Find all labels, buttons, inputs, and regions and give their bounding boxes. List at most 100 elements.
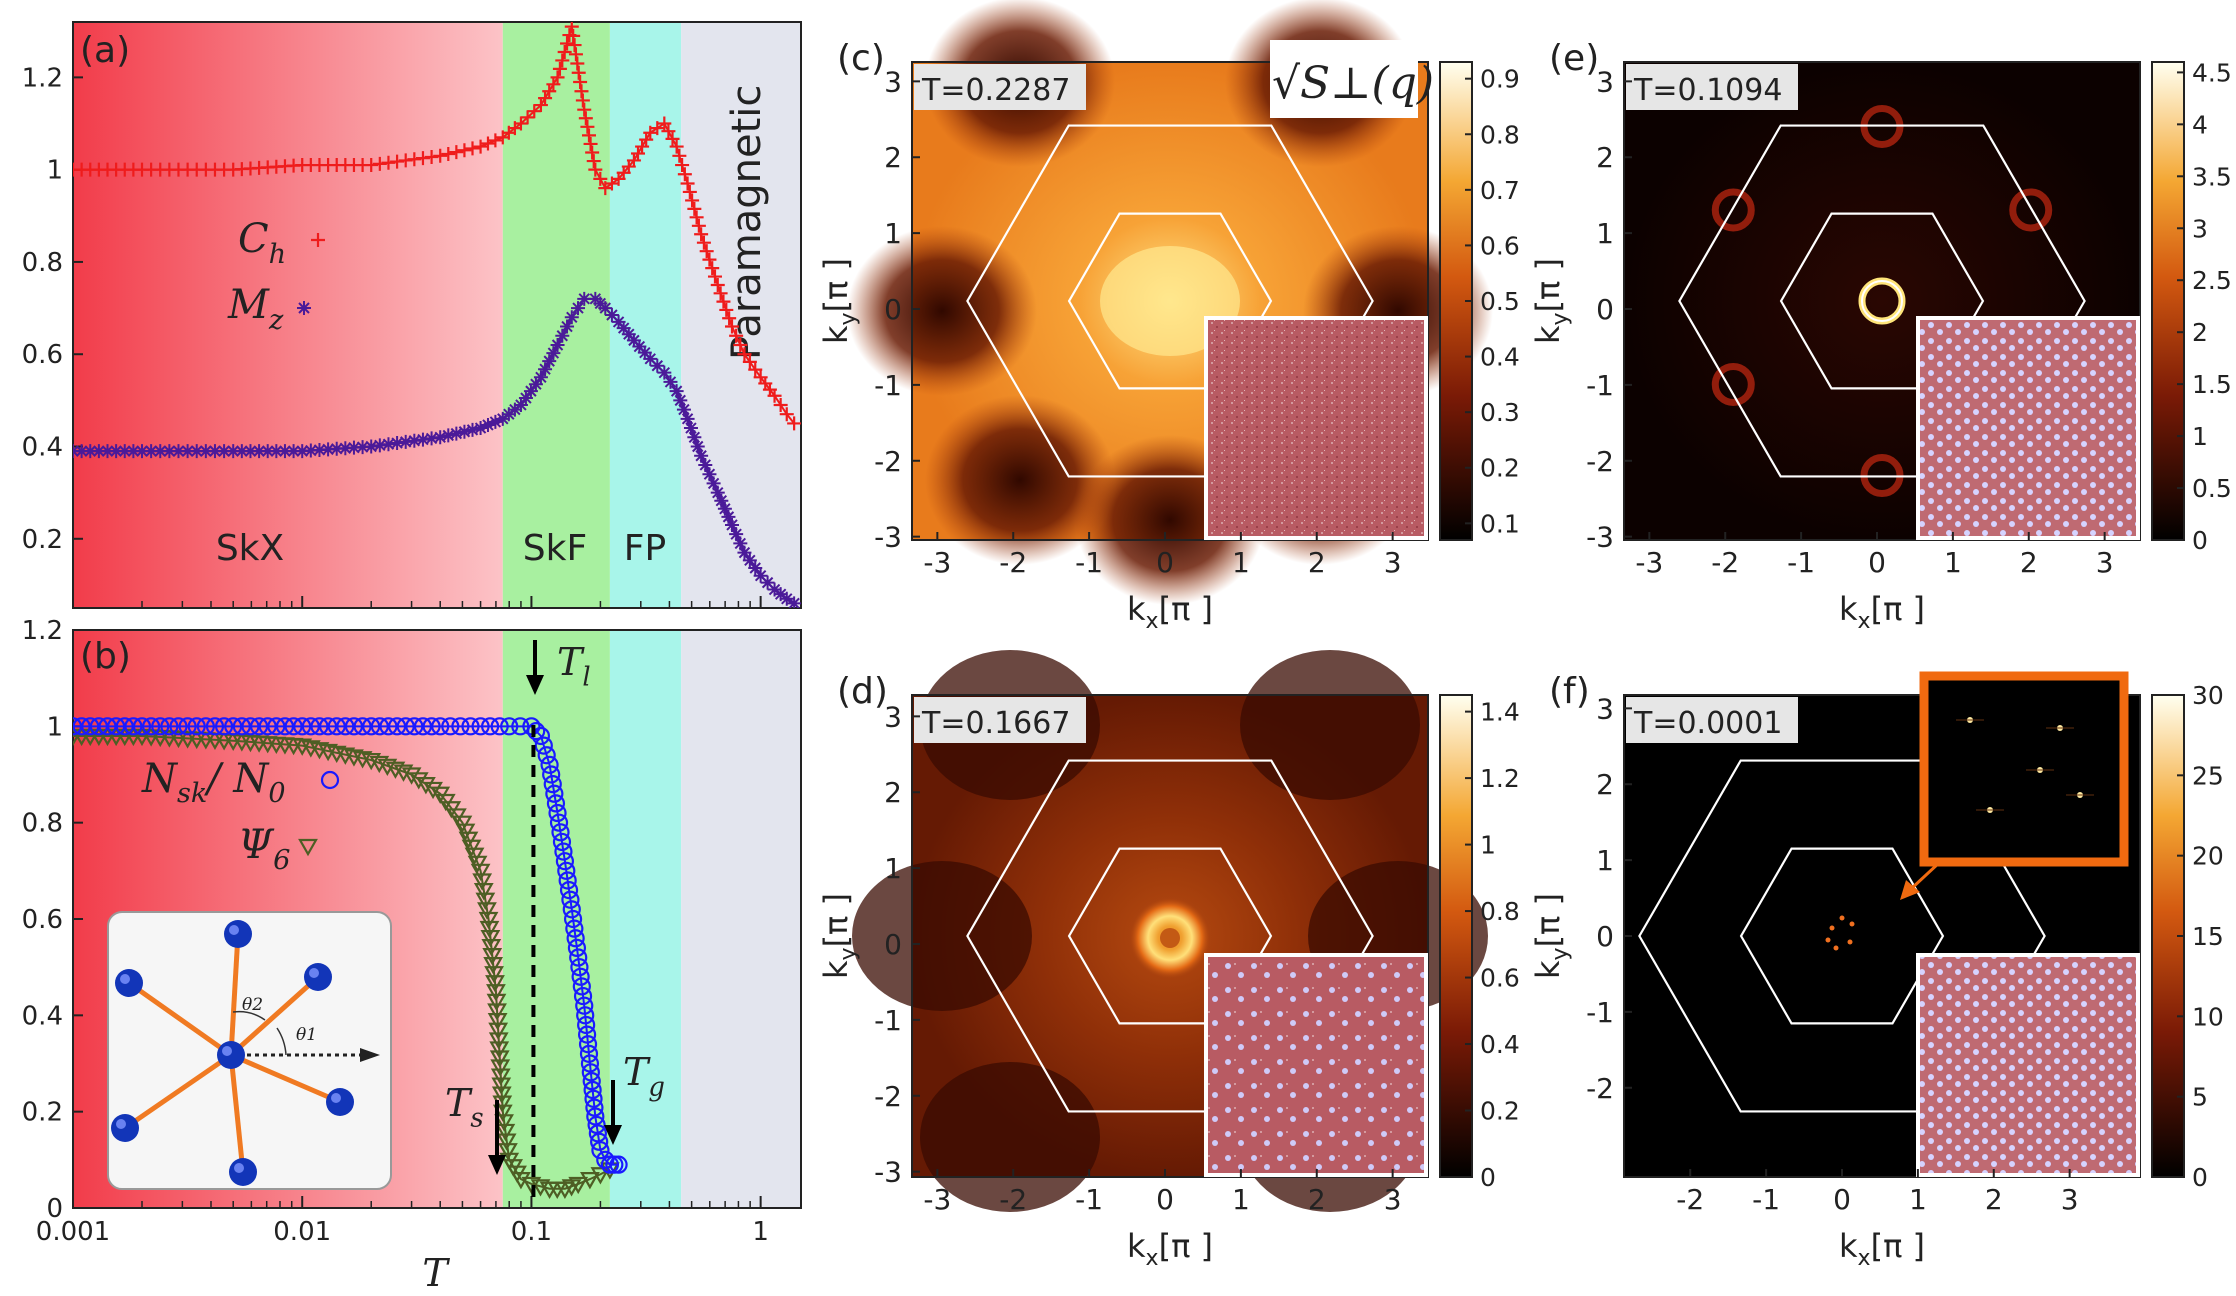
c-xtick-label: 3: [1384, 546, 1402, 579]
a-point-M_z: [721, 509, 736, 524]
tg-arrow-head: [604, 1125, 622, 1145]
b-point-N_sk/N_0: [178, 717, 197, 736]
c-ytick-label: -2: [874, 445, 902, 478]
f-bragg-peak: [1833, 945, 1839, 951]
e-xtick-label: -1: [1787, 546, 1815, 579]
a-point-M_z: [643, 351, 658, 366]
inset-atom: [224, 920, 252, 948]
b-point-N_sk/N_0: [578, 1035, 598, 1054]
c-xtick-label: -1: [1075, 546, 1103, 579]
c-xtick-label: 0: [1156, 546, 1174, 579]
b-point-Psi_6: [568, 1176, 589, 1195]
a-point-C_h: [710, 278, 725, 293]
legend-ch-label: Ch: [238, 216, 286, 270]
d-colorbar: [1439, 694, 1473, 1178]
e-panel-letter: (e): [1549, 38, 1599, 79]
b-point-N_sk/N_0: [258, 717, 277, 736]
b-point-N_sk/N_0: [569, 948, 588, 967]
a-point-C_h: [583, 136, 598, 151]
a-point-C_h: [364, 158, 379, 173]
a-point-C_h: [737, 347, 752, 362]
inset-atom: [217, 1041, 245, 1069]
c-T-label: T=0.2287: [921, 73, 1070, 108]
e-ytick-label: -1: [1586, 369, 1614, 402]
a-point-M_z: [286, 444, 301, 459]
c-cb-label: 0.4: [1480, 343, 1520, 372]
b-point-Psi_6: [477, 902, 497, 920]
b-point-N_sk/N_0: [73, 717, 83, 736]
a-point-C_h: [550, 70, 565, 85]
tl-annotation: Tl: [557, 640, 591, 693]
b-point-Psi_6: [408, 772, 429, 790]
b-point-N_sk/N_0: [586, 1107, 605, 1126]
heatmap-panel-c: T=0.2287 -3 -2 -1 0 1 2 3 -3 -2 -1 0 1 2 3 kx[π ] ky[π ]…: [817, 0, 1520, 634]
inset-theta2-arc: [232, 1010, 266, 1021]
e-cb-label: 0.5: [2192, 474, 2232, 503]
b-point-Psi_6: [490, 1059, 511, 1077]
f-inner-hexagon: [1739, 847, 1945, 1025]
a-point-M_z: [523, 384, 538, 399]
inset-atom: [326, 1088, 354, 1116]
a-point-C_h: [725, 319, 739, 334]
e-xtick-label: 3: [2096, 546, 2114, 579]
b-point-Psi_6: [483, 957, 504, 975]
b-point-N_sk/N_0: [396, 717, 415, 736]
b-point-N_sk/N_0: [577, 1025, 597, 1044]
d-dark-lobe: [1240, 650, 1420, 800]
a-point-C_h: [571, 65, 586, 80]
f-cb-label: 25: [2192, 761, 2224, 790]
b-point-N_sk/N_0: [555, 852, 575, 871]
a-point-M_z: [673, 393, 688, 408]
b-point-Psi_6: [491, 1086, 512, 1104]
a-point-C_h: [457, 143, 472, 158]
c-xtick-label: 1: [1232, 546, 1250, 579]
e-T-label: T=0.1094: [1633, 73, 1782, 108]
a-point-C_h: [643, 125, 658, 140]
a-point-C_h: [586, 154, 601, 169]
e-T-box: [1626, 64, 1798, 110]
d-ytick-label: -2: [874, 1080, 902, 1113]
a-point-C_h: [552, 61, 567, 76]
b-point-Psi_6: [423, 781, 443, 800]
b-point-N_sk/N_0: [583, 1080, 602, 1100]
b-point-N_sk/N_0: [413, 717, 433, 736]
a-point-M_z: [390, 436, 405, 451]
b-point-N_sk/N_0: [558, 871, 577, 890]
a-point-M_z: [109, 444, 124, 459]
b-point-Psi_6: [496, 1133, 517, 1151]
a-point-M_z: [243, 444, 258, 459]
f-spin-snapshot: [1916, 953, 2140, 1177]
c-cb-label: 0.6: [1480, 231, 1520, 260]
a-point-M_z: [180, 444, 195, 459]
d-T-label: T=0.1667: [921, 706, 1070, 741]
a-point-M_z: [100, 444, 115, 459]
a-point-C_h: [669, 139, 684, 154]
inset-atom: [115, 969, 143, 997]
e-cb-label: 4.5: [2192, 58, 2232, 87]
inset-bond: [228, 1054, 246, 1173]
a-point-M_z: [321, 442, 336, 457]
c-cb-label: 0.2: [1480, 454, 1520, 483]
a-point-C_h: [699, 244, 714, 259]
e-ytick-label: 0: [1596, 293, 1614, 326]
c-frame: [911, 61, 1429, 541]
a-point-M_z: [252, 444, 267, 459]
a-point-M_z: [706, 476, 721, 491]
a-point-M_z: [753, 568, 768, 583]
b-point-Psi_6: [485, 975, 505, 993]
a-point-C_h: [564, 22, 579, 34]
b-series-Psi_6: [73, 728, 620, 1199]
f-bragg-peak: [1847, 939, 1853, 945]
e-cb-label: 2.5: [2192, 266, 2232, 295]
e-spin-snapshot: [1916, 316, 2140, 540]
a-point-M_z: [83, 444, 98, 459]
d-cb-label: 0.4: [1480, 1030, 1520, 1059]
f-ytick-label: 2: [1596, 768, 1614, 801]
a-point-C_h: [557, 44, 572, 59]
a-point-C_h: [390, 154, 405, 169]
b-point-N_sk/N_0: [527, 722, 546, 741]
d-ytick-label: -1: [874, 1004, 902, 1037]
a-point-C_h: [520, 110, 535, 125]
e-cb-label: 3: [2192, 214, 2208, 243]
a-point-M_z: [189, 444, 204, 459]
